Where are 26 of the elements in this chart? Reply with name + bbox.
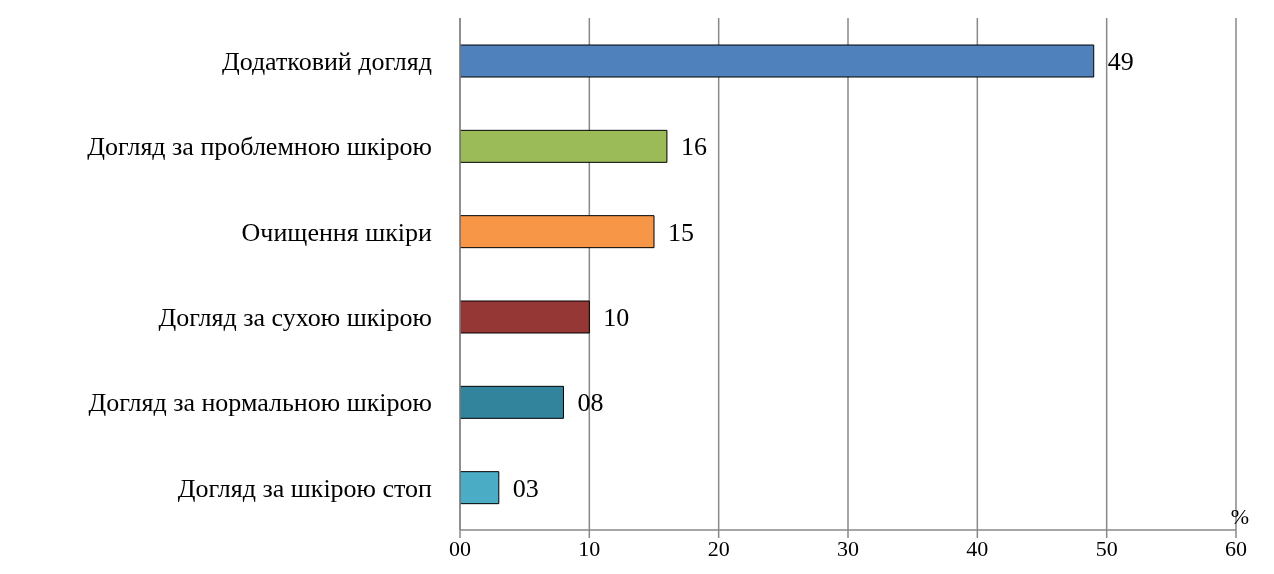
data-label: 08 bbox=[577, 388, 604, 418]
y-tick-label: Додатковий догляд bbox=[221, 46, 432, 76]
data-label: 15 bbox=[668, 217, 694, 247]
data-label: 10 bbox=[603, 303, 630, 333]
x-tick-label: 00 bbox=[449, 535, 471, 561]
bar bbox=[460, 300, 590, 334]
x-tick-label: 50 bbox=[1095, 535, 1118, 561]
x-tick-label: 30 bbox=[837, 535, 859, 561]
x-tick-label: 20 bbox=[707, 535, 730, 561]
x-axis-title: % bbox=[1230, 504, 1250, 529]
y-tick-label: Догляд за сухою шкірою bbox=[158, 302, 432, 332]
bar bbox=[460, 385, 564, 419]
bar bbox=[460, 471, 500, 505]
y-tick-label: Догляд за шкірою стоп bbox=[177, 473, 433, 503]
bar bbox=[460, 44, 1095, 78]
bar bbox=[460, 129, 668, 163]
x-tick-label: 40 bbox=[966, 535, 989, 561]
y-tick-label: Догляд за нормальною шкірою bbox=[88, 388, 432, 418]
data-label: 49 bbox=[1107, 47, 1134, 77]
y-tick-label: Очищення шкіри bbox=[241, 217, 433, 247]
data-label: 03 bbox=[512, 473, 539, 503]
y-tick-label: Догляд за проблемною шкірою bbox=[87, 132, 432, 162]
x-tick-label: 60 bbox=[1225, 535, 1247, 561]
x-tick-label: 10 bbox=[578, 535, 601, 561]
bar bbox=[460, 215, 655, 249]
data-label: 16 bbox=[680, 132, 707, 162]
